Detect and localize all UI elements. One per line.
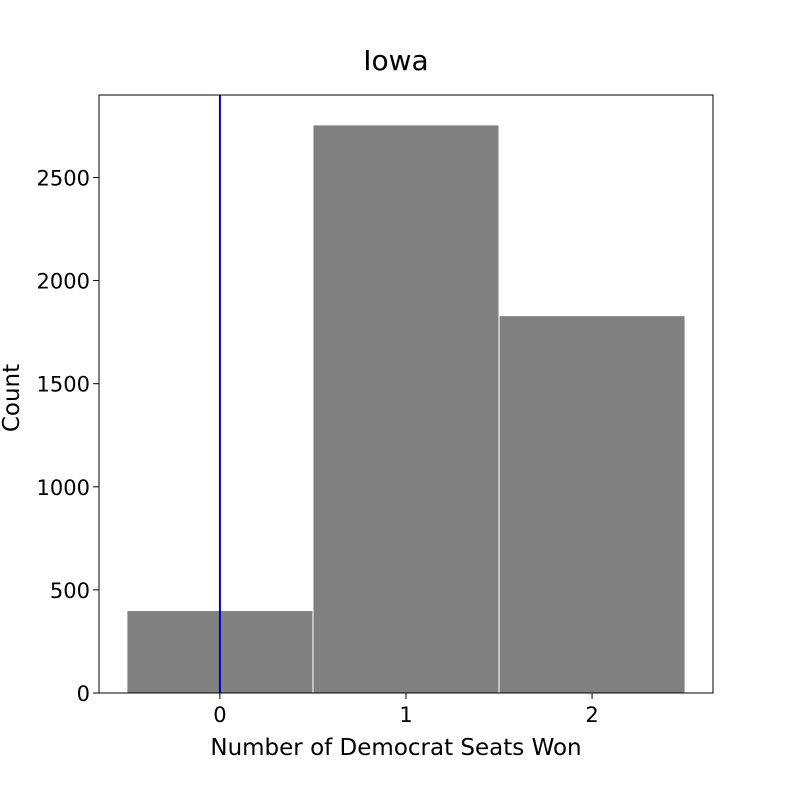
- y-tick-label: 2000: [37, 270, 90, 294]
- y-axis: 0 500 1000 1500 2000 2500: [37, 166, 99, 706]
- x-tick-label: 0: [213, 703, 226, 727]
- x-axis-label: Number of Democrat Seats Won: [210, 735, 581, 761]
- y-tick-label: 1500: [37, 373, 90, 397]
- x-tick-label: 1: [399, 703, 412, 727]
- x-tick-label: 2: [585, 703, 598, 727]
- chart-title: Iowa: [363, 44, 428, 77]
- y-axis-label: Count: [0, 364, 25, 432]
- y-tick-label: 0: [77, 682, 90, 706]
- y-tick-label: 2500: [37, 166, 90, 190]
- bar-1: [312, 124, 500, 694]
- bar-2: [498, 315, 686, 694]
- y-tick-label: 500: [50, 579, 90, 603]
- bars-group: [126, 124, 686, 694]
- x-axis: 0 1 2: [213, 693, 599, 727]
- y-tick-label: 1000: [37, 476, 90, 500]
